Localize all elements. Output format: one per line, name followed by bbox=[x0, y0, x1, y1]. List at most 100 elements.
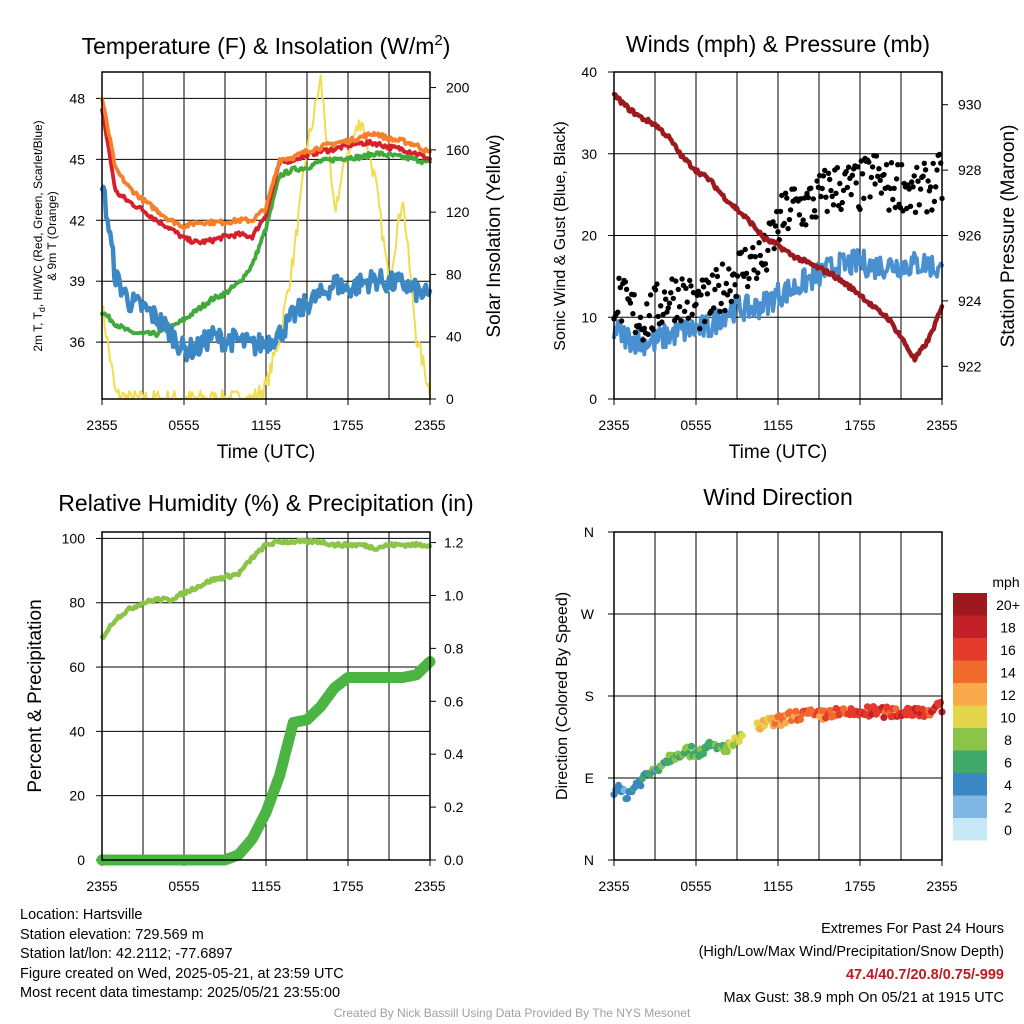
station-latlon: Station lat/lon: 42.2112; -77.6897 bbox=[20, 946, 233, 963]
humidity-panel: 2355 0555 1155 1755 23550204060801000.00.20.… bbox=[25, 490, 474, 900]
chart-title: Temperature (F) & Insolation (W/m2) bbox=[82, 32, 451, 59]
gust-point bbox=[848, 191, 854, 198]
gust-point bbox=[684, 299, 690, 305]
gust-point bbox=[676, 304, 683, 310]
gust-point bbox=[819, 185, 825, 192]
gust-point bbox=[702, 318, 708, 325]
colorbar-label: 20+ bbox=[996, 597, 1020, 613]
gust-point bbox=[845, 164, 852, 170]
direction-point bbox=[792, 707, 800, 715]
gust-point bbox=[750, 244, 756, 251]
gust-point bbox=[877, 177, 883, 183]
gust-point bbox=[727, 288, 733, 294]
gust-point bbox=[690, 289, 697, 296]
gust-point bbox=[636, 322, 642, 329]
x-tick-label: 2355 bbox=[414, 878, 445, 894]
colorbar-swatch bbox=[953, 683, 987, 706]
direction-point bbox=[735, 737, 743, 745]
gust-point bbox=[811, 208, 818, 214]
wind-speed-line bbox=[612, 248, 944, 357]
gust-point bbox=[650, 327, 656, 333]
gust-point bbox=[713, 266, 719, 273]
gust-point bbox=[640, 337, 646, 343]
colorbar-label: 4 bbox=[1004, 777, 1012, 793]
colorbar-unit: mph bbox=[992, 574, 1019, 590]
direction-point bbox=[723, 748, 731, 756]
gust-point bbox=[743, 270, 750, 276]
x-tick-label: 0555 bbox=[168, 878, 199, 894]
colorbar-label: 8 bbox=[1004, 732, 1012, 748]
y-right-tick-label: 930 bbox=[958, 97, 982, 113]
gust-point bbox=[763, 267, 770, 273]
y-right-tick-label: 0 bbox=[446, 391, 454, 407]
gust-point bbox=[774, 208, 780, 215]
y-left-tick-label: 30 bbox=[581, 146, 597, 162]
gust-point bbox=[805, 194, 811, 201]
direction-point bbox=[738, 731, 746, 740]
gust-point bbox=[830, 202, 837, 208]
gust-point bbox=[859, 171, 866, 177]
y-left-tick-label: 42 bbox=[69, 212, 85, 228]
colorbar-swatch bbox=[953, 660, 987, 683]
y-right-tick-label: 922 bbox=[958, 358, 982, 374]
gust-point bbox=[922, 167, 929, 173]
y-left-tick-label: 0 bbox=[77, 852, 85, 868]
gust-point bbox=[910, 184, 916, 190]
x-axis-label: Time (UTC) bbox=[217, 442, 316, 463]
gust-point bbox=[658, 303, 664, 309]
gust-point bbox=[872, 181, 878, 187]
gust-point bbox=[734, 273, 741, 279]
gust-point bbox=[869, 164, 876, 170]
x-tick-label: 1755 bbox=[844, 417, 875, 433]
extremes-info: Extremes For Past 24 Hours (High/Low/Max… bbox=[699, 918, 1004, 1010]
direction-point bbox=[687, 742, 696, 751]
gust-point bbox=[679, 276, 685, 282]
gust-point bbox=[652, 287, 659, 293]
x-tick-label: 2355 bbox=[926, 878, 957, 894]
colorbar-swatch bbox=[953, 750, 987, 773]
y-right-tick-label: 0.0 bbox=[444, 852, 464, 868]
gust-point bbox=[936, 151, 943, 158]
gust-point bbox=[808, 185, 814, 191]
gust-point bbox=[905, 182, 911, 188]
gust-point bbox=[728, 298, 734, 305]
y-right-tick-label: 160 bbox=[446, 142, 470, 158]
gust-point bbox=[762, 261, 769, 267]
gust-point bbox=[723, 280, 729, 287]
pressure-line bbox=[611, 91, 945, 363]
temperature-panel: 2355 0555 1155 1755 2355 36 39 42 45 48 0 40 80 120 16… bbox=[31, 32, 505, 463]
gust-point bbox=[800, 217, 806, 223]
colorbar-swatch bbox=[953, 705, 987, 728]
y-right-tick-label: 0.2 bbox=[444, 799, 464, 815]
gust-point bbox=[804, 190, 810, 197]
gust-point bbox=[782, 190, 789, 196]
gust-point bbox=[785, 225, 791, 232]
x-tick-label: 2355 bbox=[86, 417, 117, 433]
gust-point bbox=[716, 282, 722, 289]
humidity-line bbox=[99, 537, 433, 641]
gust-point bbox=[757, 252, 763, 259]
y-right-tick-label: 200 bbox=[446, 80, 470, 96]
gust-point bbox=[876, 166, 882, 172]
gust-point bbox=[719, 261, 726, 267]
gust-point bbox=[678, 318, 684, 324]
y-right-tick-label: 120 bbox=[446, 204, 470, 220]
x-axis-label: Time (UTC) bbox=[729, 442, 828, 463]
gust-point bbox=[687, 277, 693, 284]
direction-point bbox=[699, 750, 708, 758]
gust-point bbox=[911, 173, 917, 179]
gust-point bbox=[921, 160, 927, 166]
gust-point bbox=[787, 207, 794, 213]
gust-point bbox=[930, 160, 936, 167]
gust-point bbox=[886, 207, 892, 213]
gust-point bbox=[689, 311, 695, 317]
gust-point bbox=[933, 184, 939, 190]
gust-point bbox=[699, 277, 705, 283]
gust-point bbox=[666, 300, 673, 306]
gust-point bbox=[875, 173, 881, 179]
credit-line: Created By Nick Bassill Using Data Provi… bbox=[333, 1006, 691, 1020]
gust-point bbox=[777, 208, 784, 215]
gust-point bbox=[712, 286, 718, 293]
colorbar-swatch bbox=[953, 728, 987, 751]
gust-point bbox=[784, 195, 790, 201]
